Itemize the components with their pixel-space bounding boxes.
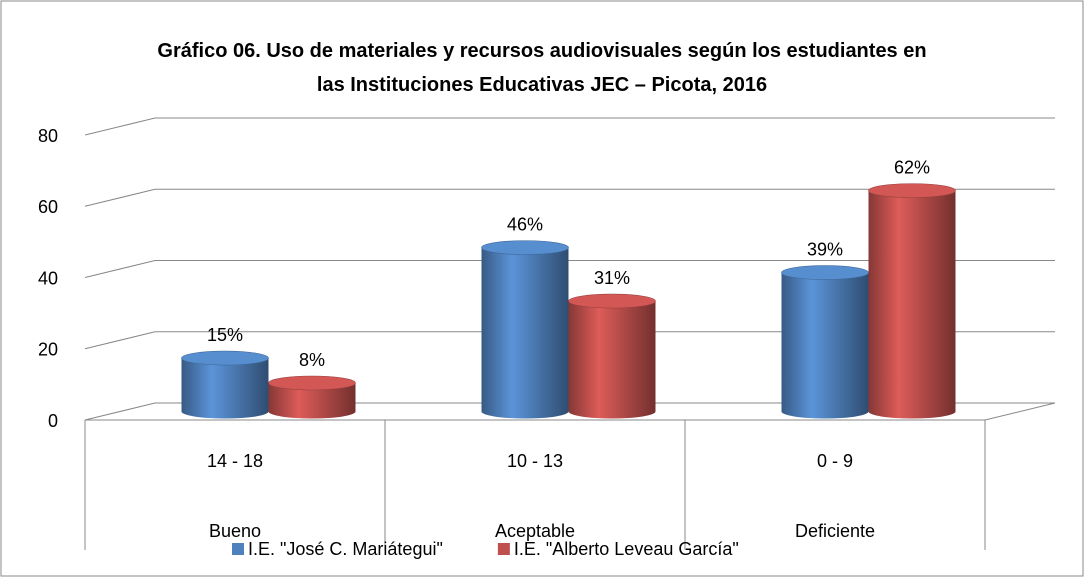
bar <box>868 183 956 419</box>
y-tick-label: 0 <box>48 411 58 431</box>
data-label: 62% <box>894 157 930 177</box>
grid-line <box>84 402 1055 421</box>
x-group-label: Aceptable <box>495 521 575 541</box>
legend-label: I.E. "Alberto Leveau García" <box>514 539 739 559</box>
chart-title: Gráfico 06. Uso de materiales y recursos… <box>157 40 927 96</box>
data-label: 46% <box>507 214 543 234</box>
grid-line <box>84 188 1055 207</box>
bar-body <box>868 190 956 419</box>
bar-body <box>181 358 269 419</box>
legend-swatch <box>232 543 244 555</box>
x-group-label: Bueno <box>209 521 261 541</box>
grid-line <box>84 117 1055 136</box>
bar-body <box>481 247 569 419</box>
data-label: 8% <box>299 350 325 370</box>
bar-top <box>568 293 656 309</box>
x-tick-label: 14 - 18 <box>207 451 263 471</box>
data-label: 39% <box>807 239 843 259</box>
legend-swatch <box>497 543 510 555</box>
bar-body <box>268 383 356 419</box>
x-group-label: Deficiente <box>795 521 875 541</box>
bar <box>181 350 269 419</box>
grid-line <box>84 260 1055 278</box>
x-tick-label: 0 - 9 <box>817 451 853 471</box>
bar-body <box>568 301 656 419</box>
bar-top <box>481 240 569 255</box>
bar <box>481 240 569 419</box>
bar <box>568 293 656 419</box>
bar-top <box>268 375 356 391</box>
data-label: 15% <box>207 325 243 345</box>
data-label: 31% <box>594 268 630 288</box>
y-tick-label: 80 <box>38 126 58 146</box>
bar-top <box>781 265 869 280</box>
bar-body <box>781 272 869 419</box>
bar <box>268 375 356 419</box>
y-tick-label: 40 <box>38 268 58 288</box>
bar-top <box>868 183 956 198</box>
x-tick-label: 10 - 13 <box>507 451 563 471</box>
bar <box>781 265 869 419</box>
legend-label: I.E. "José C. Mariátegui" <box>248 539 443 559</box>
y-tick-label: 20 <box>38 340 58 360</box>
grid-line <box>84 331 1055 350</box>
y-tick-label: 60 <box>38 197 58 217</box>
bar-top <box>181 350 269 366</box>
